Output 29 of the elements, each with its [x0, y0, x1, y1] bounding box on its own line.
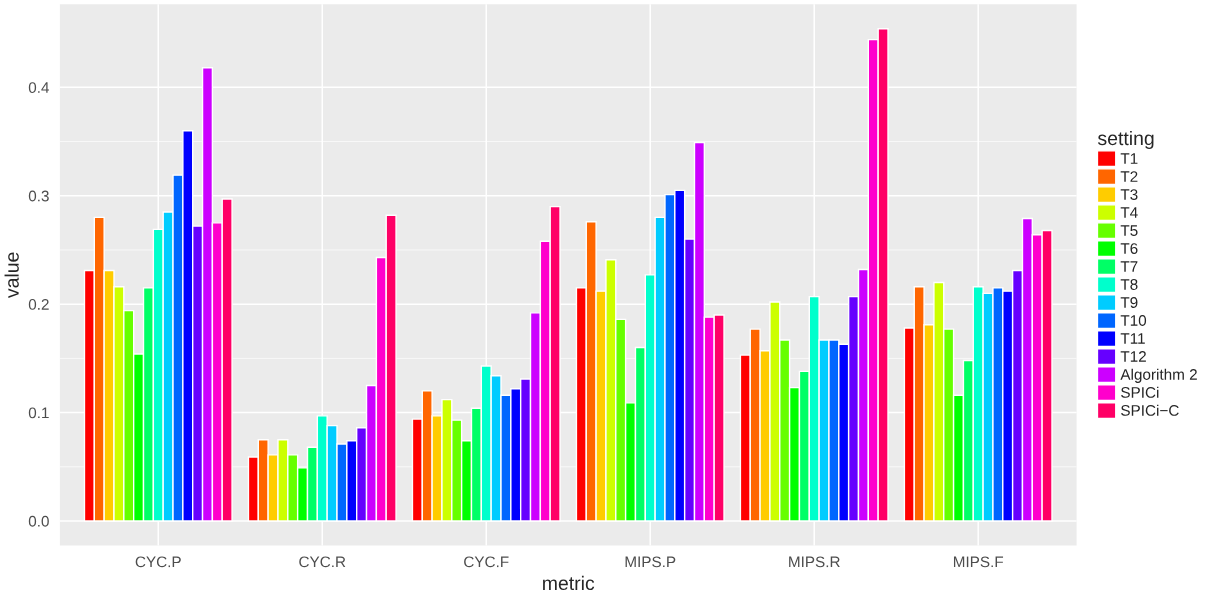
y-tick-label: 0.4 — [28, 82, 50, 94]
legend-label: T6 — [1120, 243, 1138, 254]
x-tick-label: CYC.R — [299, 556, 346, 568]
legend-label: T8 — [1120, 279, 1138, 290]
y-tick-label: 0.1 — [28, 407, 49, 419]
legend-label: SPICi — [1121, 386, 1159, 398]
legend-label: T4 — [1120, 207, 1138, 218]
y-axis-title: value — [4, 252, 19, 299]
x-tick-label: CYC.P — [135, 556, 181, 568]
y-tick-label: 0.0 — [28, 515, 49, 527]
legend-label: T11 — [1120, 333, 1145, 344]
x-tick-label: MIPS.P — [625, 556, 676, 568]
legend-label: Algorithm 2 — [1120, 368, 1197, 383]
x-tick-label: MIPS.R — [789, 556, 840, 568]
y-tick-label: 0.3 — [28, 190, 49, 202]
legend-label: T3 — [1120, 189, 1138, 200]
y-tick-label: 0.2 — [28, 299, 49, 310]
x-tick-label: CYC.F — [464, 556, 509, 568]
legend-title: setting — [1097, 130, 1154, 150]
legend-label: T2 — [1120, 171, 1138, 182]
x-axis-title: metric — [543, 575, 595, 591]
legend-label: T10 — [1120, 315, 1147, 326]
legend-label: T7 — [1120, 261, 1138, 272]
legend-label: SPICi−C — [1121, 404, 1179, 416]
x-tick-label: MIPS.F — [953, 556, 1004, 568]
legend-label: T5 — [1120, 225, 1138, 236]
legend-label: T1 — [1120, 153, 1138, 164]
legend-label: T9 — [1120, 297, 1138, 308]
legend-label: T12 — [1120, 351, 1146, 362]
